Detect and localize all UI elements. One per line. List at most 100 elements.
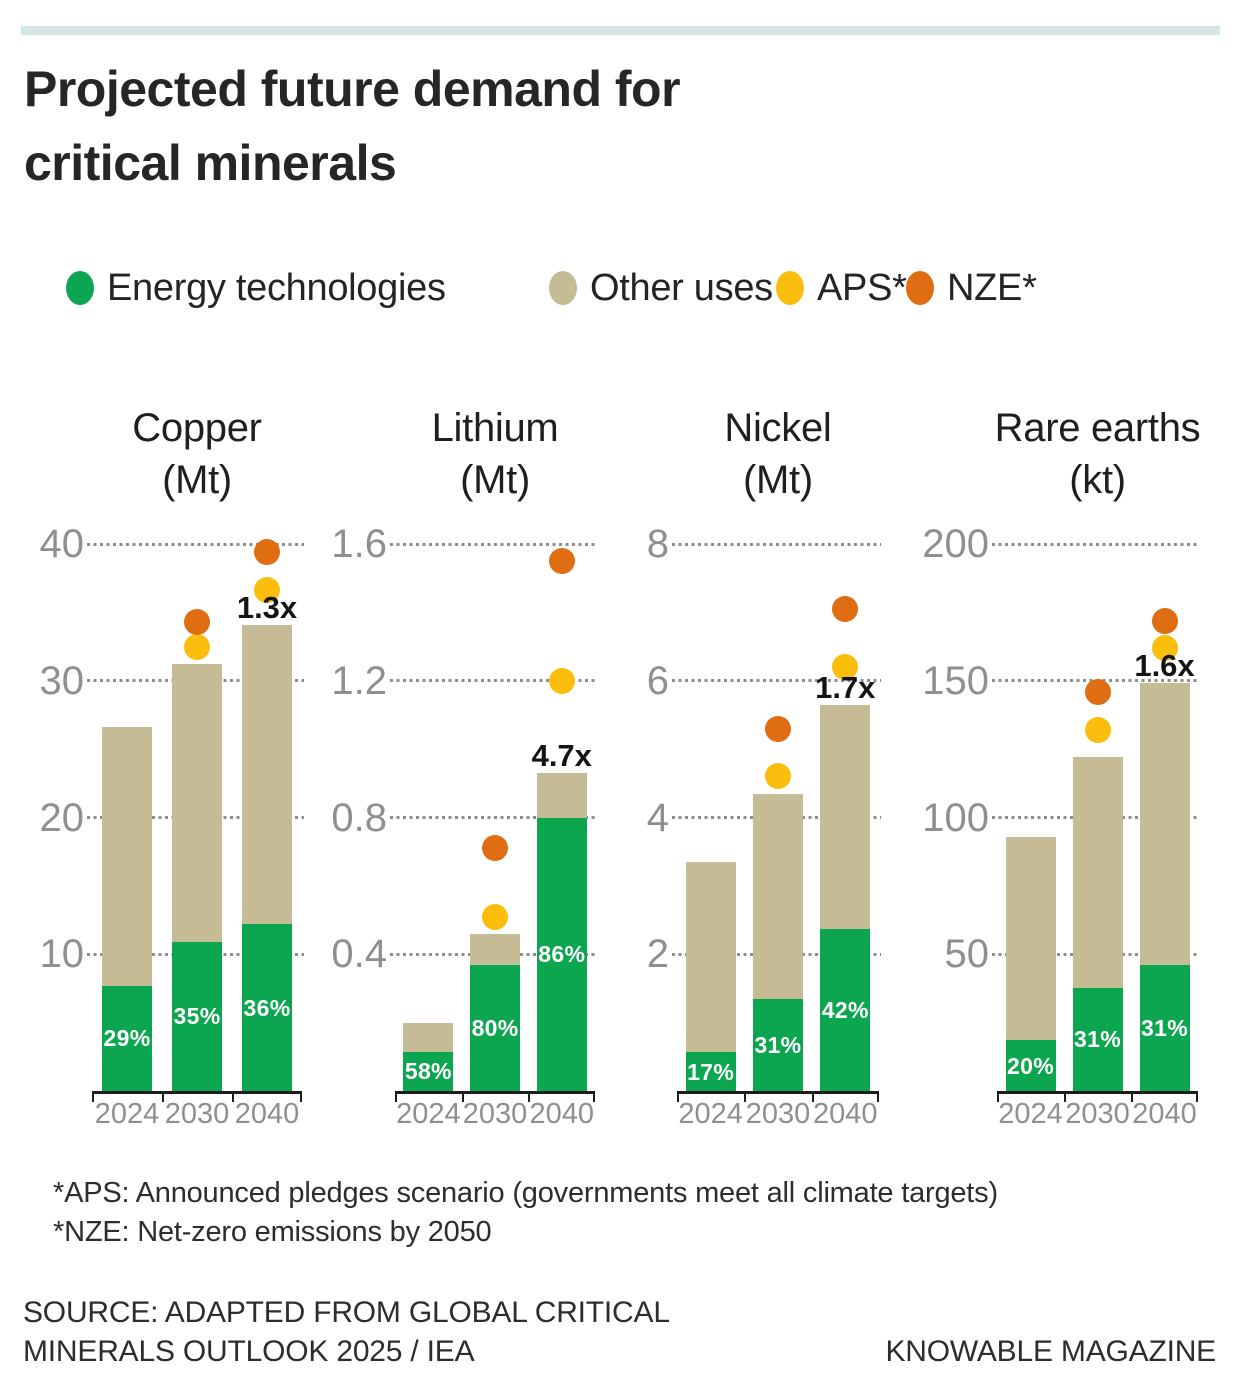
nze-dot-rare-earths-2040 bbox=[1151, 607, 1178, 634]
y-tick-label-lithium-0.8: 0.8 bbox=[331, 795, 387, 840]
page-title-line2: critical minerals bbox=[24, 135, 397, 191]
legend-label: NZE* bbox=[947, 266, 1037, 309]
legend-item-other-uses: Other uses bbox=[549, 266, 773, 310]
x-axis-tick-nickel-3 bbox=[876, 1091, 879, 1102]
year-label-rare-earths-2024: 2024 bbox=[998, 1098, 1063, 1130]
multiplier-label-copper: 1.3x bbox=[236, 589, 298, 625]
percent-label-lithium-2030: 80% bbox=[471, 1014, 519, 1041]
x-axis-tick-nickel-0 bbox=[677, 1091, 679, 1102]
year-label-nickel-2024: 2024 bbox=[678, 1098, 743, 1130]
x-axis-tick-copper-3 bbox=[300, 1091, 302, 1102]
legend-label: Other uses bbox=[590, 266, 773, 309]
y-tick-label-copper-30: 30 bbox=[39, 658, 85, 703]
x-axis-tick-lithium-1 bbox=[461, 1091, 464, 1102]
legend-item-aps: APS* bbox=[776, 266, 907, 310]
x-axis-tick-copper-2 bbox=[232, 1091, 234, 1102]
legend-item-nze: NZE* bbox=[906, 266, 1037, 310]
x-axis-tick-lithium-3 bbox=[593, 1091, 596, 1102]
panel-title-text: Nickel bbox=[724, 406, 832, 450]
bar-energy-nickel-2024 bbox=[685, 1052, 736, 1091]
year-label-lithium-2040: 2040 bbox=[529, 1098, 594, 1130]
y-tick-label-lithium-0.4: 0.4 bbox=[331, 932, 387, 977]
energy-swatch-icon bbox=[66, 271, 94, 305]
accent-bar bbox=[21, 26, 1220, 35]
x-axis-copper bbox=[92, 1091, 302, 1094]
aps-dot-rare-earths-2040 bbox=[1151, 634, 1178, 661]
y-tick-label-lithium-1.2: 1.2 bbox=[331, 658, 387, 703]
bar-energy-copper-2030 bbox=[172, 941, 222, 1091]
panel-title-text: Copper bbox=[132, 406, 262, 450]
year-label-lithium-2030: 2030 bbox=[462, 1098, 528, 1130]
x-axis-tick-rare-earths-1 bbox=[1064, 1091, 1066, 1102]
panel-unit-text: (Mt) bbox=[743, 458, 813, 502]
y-tick-label-lithium-1.6: 1.6 bbox=[331, 522, 387, 566]
credit: KNOWABLE MAGAZINE bbox=[885, 1335, 1216, 1368]
percent-label-rare-earths-2024: 20% bbox=[1007, 1052, 1054, 1079]
x-axis-tick-lithium-0 bbox=[395, 1091, 397, 1102]
aps-swatch-icon bbox=[776, 271, 804, 305]
x-axis-tick-nickel-2 bbox=[811, 1091, 814, 1102]
percent-label-nickel-2024: 17% bbox=[687, 1058, 735, 1085]
x-axis-tick-nickel-1 bbox=[744, 1091, 747, 1102]
bar-energy-lithium-2024 bbox=[403, 1051, 454, 1091]
y-tick-label-rare-earths-50: 50 bbox=[944, 932, 990, 977]
multiplier-label-nickel: 1.7x bbox=[815, 669, 876, 705]
y-tick-label-rare-earths-200: 200 bbox=[922, 522, 989, 566]
nze-dot-copper-2030 bbox=[184, 608, 210, 635]
year-label-copper-2024: 2024 bbox=[94, 1098, 160, 1130]
year-label-rare-earths-2030: 2030 bbox=[1065, 1098, 1130, 1130]
percent-label-copper-2040: 36% bbox=[243, 994, 291, 1021]
gridline-lithium-1.2 bbox=[390, 679, 598, 683]
year-label-lithium-2024: 2024 bbox=[396, 1098, 461, 1130]
year-label-nickel-2030: 2030 bbox=[745, 1098, 811, 1130]
legend-item-energy-technologies: Energy technologies bbox=[66, 266, 446, 310]
gridline-rare-earths-200 bbox=[992, 542, 1200, 546]
year-label-copper-2040: 2040 bbox=[234, 1098, 300, 1130]
bar-energy-nickel-2030 bbox=[752, 998, 803, 1091]
aps-dot-nickel-2040 bbox=[832, 654, 859, 681]
other-uses-swatch-icon bbox=[549, 271, 577, 305]
percent-label-lithium-2040: 86% bbox=[538, 941, 586, 968]
page-title: Projected future demand for critical mine… bbox=[24, 52, 681, 200]
bar-energy-copper-2024 bbox=[102, 985, 152, 1091]
footnote-nze: *NZE: Net-zero emissions by 2050 bbox=[53, 1216, 492, 1248]
multiplier-label-lithium: 4.7x bbox=[531, 738, 592, 774]
year-label-copper-2030: 2030 bbox=[164, 1098, 230, 1130]
panel-unit-text: (Mt) bbox=[162, 458, 232, 502]
source-line-2: MINERALS OUTLOOK 2025 / IEA bbox=[23, 1335, 475, 1368]
year-label-nickel-2040: 2040 bbox=[812, 1098, 878, 1130]
aps-dot-copper-2030 bbox=[184, 633, 210, 660]
bar-energy-rare-earths-2030 bbox=[1072, 987, 1123, 1091]
bar-energy-lithium-2030 bbox=[470, 964, 521, 1091]
x-axis-tick-rare-earths-0 bbox=[997, 1091, 999, 1102]
gridline-lithium-1.6 bbox=[390, 542, 598, 546]
multiplier-label-rare-earths: 1.6x bbox=[1134, 648, 1195, 684]
x-axis-tick-rare-earths-2 bbox=[1131, 1091, 1133, 1102]
x-axis-rare-earths bbox=[997, 1091, 1198, 1094]
bar-energy-nickel-2040 bbox=[820, 928, 871, 1091]
x-axis-tick-copper-1 bbox=[162, 1091, 164, 1102]
x-axis-nickel bbox=[677, 1091, 879, 1094]
y-tick-label-nickel-4: 4 bbox=[646, 795, 669, 840]
bar-energy-copper-2040 bbox=[242, 924, 292, 1091]
nze-dot-lithium-2040 bbox=[548, 548, 575, 575]
y-tick-label-rare-earths-100: 100 bbox=[922, 795, 989, 840]
gridline-nickel-8 bbox=[672, 542, 881, 546]
panel-unit-text: (Mt) bbox=[460, 458, 530, 502]
aps-dot-lithium-2040 bbox=[548, 667, 575, 694]
y-tick-label-nickel-8: 8 bbox=[646, 522, 669, 566]
nze-dot-copper-2040 bbox=[254, 539, 280, 566]
panel-title-nickel: Nickel (Mt) bbox=[628, 402, 928, 506]
nze-dot-nickel-2040 bbox=[832, 595, 859, 622]
y-tick-label-nickel-6: 6 bbox=[646, 658, 669, 703]
year-label-rare-earths-2040: 2040 bbox=[1132, 1098, 1197, 1130]
panel-title-lithium: Lithium (Mt) bbox=[345, 402, 645, 506]
aps-dot-lithium-2030 bbox=[482, 903, 509, 930]
y-tick-label-copper-40: 40 bbox=[39, 522, 85, 566]
source-line-1: SOURCE: ADAPTED FROM GLOBAL CRITICAL bbox=[23, 1296, 670, 1329]
x-axis-tick-rare-earths-3 bbox=[1196, 1091, 1198, 1102]
percent-label-rare-earths-2040: 31% bbox=[1141, 1014, 1188, 1041]
nze-swatch-icon bbox=[906, 271, 934, 305]
percent-label-copper-2030: 35% bbox=[173, 1003, 221, 1030]
